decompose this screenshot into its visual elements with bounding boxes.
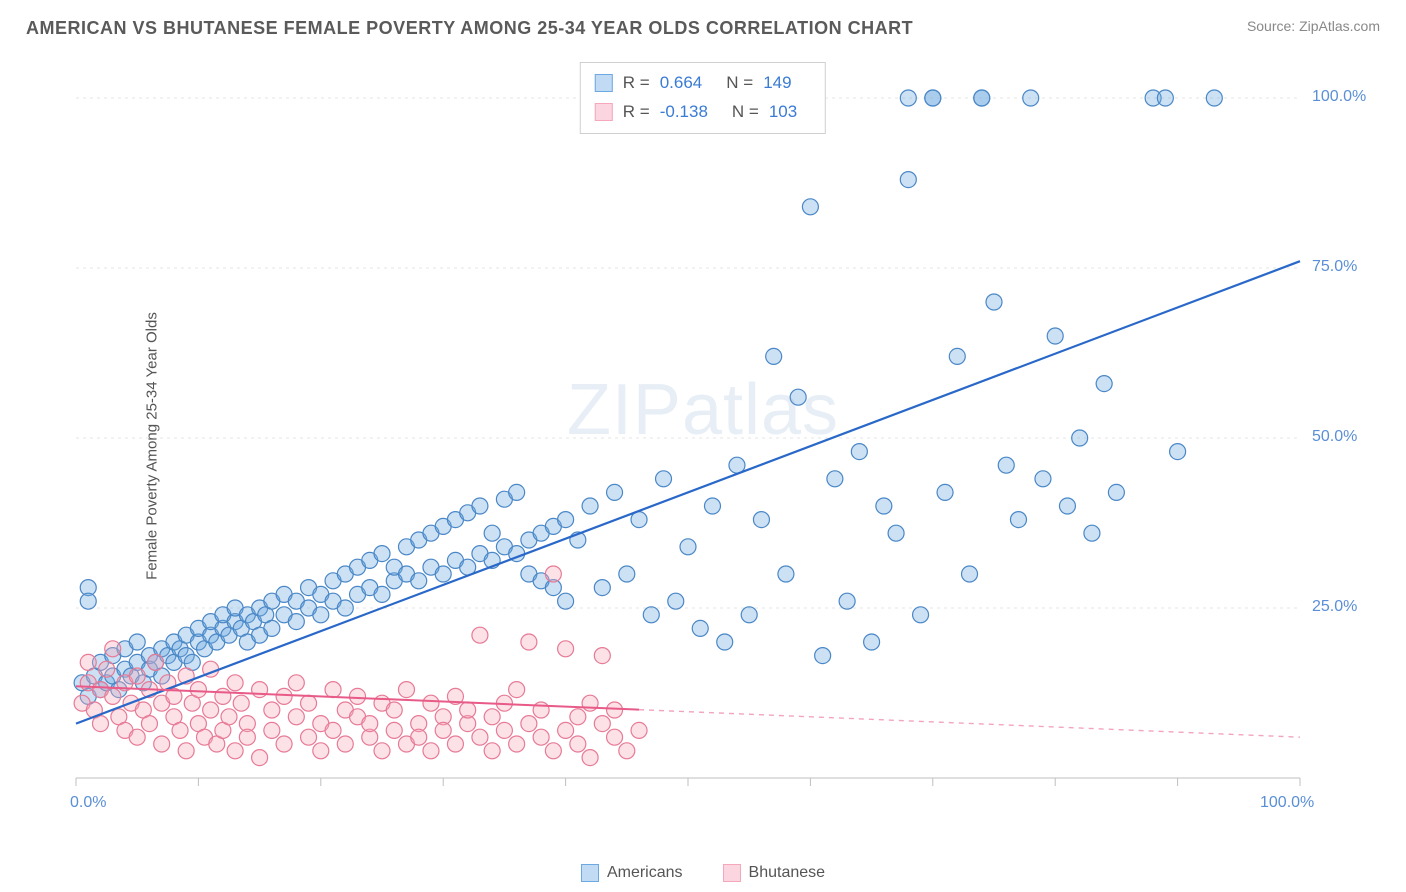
r-value-bhutanese: -0.138 — [660, 98, 708, 127]
y-tick-100: 100.0% — [1312, 88, 1366, 106]
n-value-bhutanese: 103 — [769, 98, 797, 127]
r-label: R = — [623, 69, 650, 98]
stats-row-bhutanese: R = -0.138 N = 103 — [595, 98, 811, 127]
stats-row-americans: R = 0.664 N = 149 — [595, 69, 811, 98]
swatch-americans — [595, 74, 613, 92]
r-value-americans: 0.664 — [660, 69, 703, 98]
legend-label-bhutanese: Bhutanese — [749, 864, 826, 882]
x-axis-max-label: 100.0% — [1260, 794, 1314, 812]
swatch-bhutanese — [595, 103, 613, 121]
bottom-legend: Americans Bhutanese — [0, 864, 1406, 882]
legend-label-americans: Americans — [607, 864, 683, 882]
stats-legend-box: R = 0.664 N = 149 R = -0.138 N = 103 — [580, 62, 826, 134]
y-tick-75: 75.0% — [1312, 258, 1357, 276]
chart-source: Source: ZipAtlas.com — [1247, 18, 1380, 34]
scatter-plot — [70, 58, 1380, 818]
n-label: N = — [726, 69, 753, 98]
legend-swatch-americans — [581, 864, 599, 882]
chart-header: AMERICAN VS BHUTANESE FEMALE POVERTY AMO… — [0, 0, 1406, 39]
y-tick-50: 50.0% — [1312, 428, 1357, 446]
legend-item-bhutanese: Bhutanese — [723, 864, 826, 882]
chart-area — [70, 58, 1380, 818]
legend-swatch-bhutanese — [723, 864, 741, 882]
x-axis-min-label: 0.0% — [70, 794, 106, 812]
r-label: R = — [623, 98, 650, 127]
n-label: N = — [732, 98, 759, 127]
legend-item-americans: Americans — [581, 864, 683, 882]
n-value-americans: 149 — [763, 69, 791, 98]
y-tick-25: 25.0% — [1312, 598, 1357, 616]
chart-title: AMERICAN VS BHUTANESE FEMALE POVERTY AMO… — [26, 18, 913, 39]
